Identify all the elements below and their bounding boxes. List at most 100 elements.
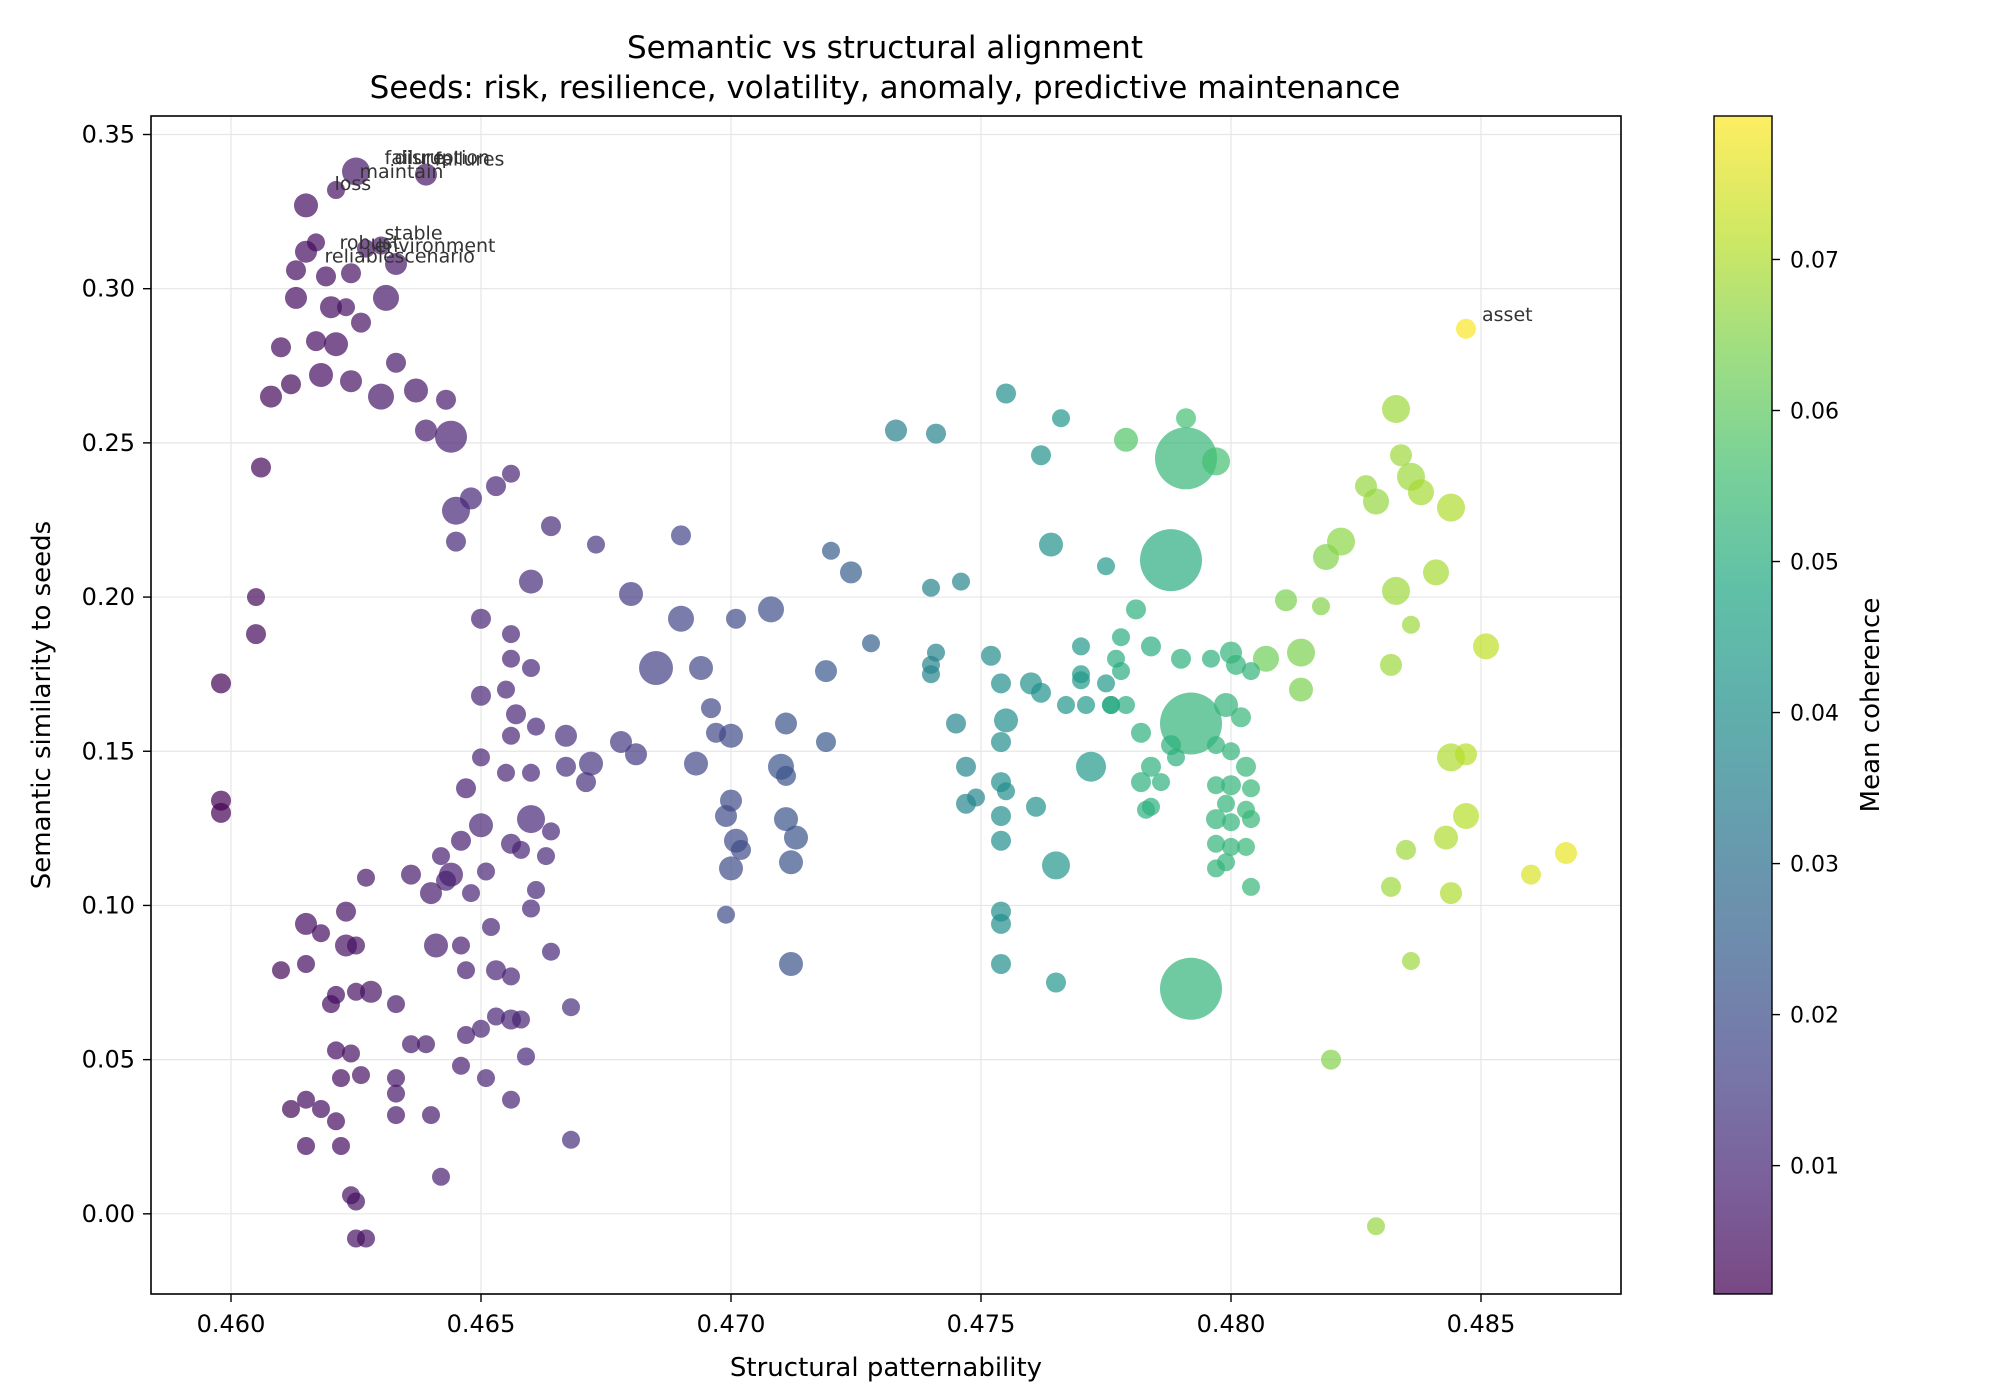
scatter-point xyxy=(436,389,456,410)
scatter-point xyxy=(477,1069,495,1088)
y-tick-label: 0.10 xyxy=(82,891,135,919)
scatter-point xyxy=(452,936,470,955)
scatter-point xyxy=(1152,773,1170,792)
colorbar: 0.01 0.02 0.03 0.04 0.05 0.06 0.07 Mean cohere… xyxy=(1713,115,1886,1295)
scatter-point xyxy=(512,1010,530,1029)
scatter-point xyxy=(1137,800,1155,819)
y-axis-label: Semantic similarity to seeds xyxy=(27,521,57,889)
scatter-point xyxy=(1097,557,1115,576)
scatter-point xyxy=(1214,693,1238,717)
scatter-point xyxy=(715,805,737,827)
chart-title: Semantic vs structural alignment xyxy=(627,30,1143,66)
scatter-point xyxy=(1131,722,1151,743)
scatter-point xyxy=(668,605,694,632)
scatter-point xyxy=(477,862,495,881)
scatter-point xyxy=(456,778,476,799)
scatter-point xyxy=(1434,825,1458,850)
scatter-point xyxy=(332,1137,350,1155)
scatter-point xyxy=(360,980,382,1003)
scatter-point xyxy=(922,578,940,597)
scatter-point xyxy=(337,298,355,317)
point-annotation: disruption xyxy=(395,147,491,169)
scatter-point xyxy=(719,856,743,881)
colorbar-tick-label: 0.04 xyxy=(1790,702,1839,727)
scatter-point xyxy=(471,685,491,706)
scatter-point xyxy=(1222,837,1240,856)
y-tick-label: 0.25 xyxy=(82,429,135,457)
scatter-point xyxy=(472,1019,490,1038)
scatter-point xyxy=(1076,751,1106,782)
scatter-point xyxy=(946,713,966,734)
point-annotation: loss xyxy=(335,173,372,195)
scatter-point xyxy=(387,995,405,1014)
scatter-point xyxy=(1202,649,1220,668)
scatter-point xyxy=(1226,654,1246,675)
scatter-point xyxy=(502,625,520,644)
scatter-point xyxy=(1473,633,1499,660)
scatter-point xyxy=(372,236,390,255)
scatter-point xyxy=(1207,859,1225,878)
scatter-point xyxy=(1289,677,1313,702)
y-tick-label: 0.35 xyxy=(82,121,135,149)
scatter-point xyxy=(541,516,561,537)
point-annotation: stable xyxy=(385,223,443,245)
scatter-point xyxy=(527,717,545,736)
scatter-point xyxy=(1207,736,1225,755)
scatter-point xyxy=(517,1047,535,1066)
scatter-point xyxy=(517,805,545,834)
y-tick-label: 0.05 xyxy=(82,1046,135,1074)
scatter-point xyxy=(272,961,290,980)
scatter-point xyxy=(519,569,543,594)
scatter-point xyxy=(309,363,333,387)
scatter-point xyxy=(247,588,265,607)
scatter-point xyxy=(502,1090,520,1109)
y-tick-label: 0.30 xyxy=(82,275,135,303)
scatter-point xyxy=(482,918,500,936)
scatter-point xyxy=(701,698,721,719)
y-axis: 0.00 0.05 0.10 0.15 0.20 0.25 0.30 0.35 xyxy=(82,121,151,1228)
point-annotation: failure xyxy=(385,147,445,169)
scatter-point xyxy=(312,924,330,943)
x-axis-label: Structural patternability xyxy=(730,1353,1042,1383)
scatter-point xyxy=(822,541,840,560)
scatter-point xyxy=(404,378,428,403)
scatter-point xyxy=(1555,842,1577,864)
scatter-point xyxy=(610,731,632,753)
colorbar-frame xyxy=(1713,115,1773,1295)
scatter-point xyxy=(341,263,361,284)
scatter-point xyxy=(295,912,317,935)
scatter-point xyxy=(1031,445,1051,466)
scatter-point xyxy=(1052,409,1070,428)
scatter-point xyxy=(357,1229,375,1248)
scatter-point xyxy=(387,1069,405,1088)
colorbar-tick-label: 0.06 xyxy=(1790,400,1839,425)
scatter-point xyxy=(537,847,555,866)
x-tick-label: 0.460 xyxy=(197,1310,266,1338)
scatter-point xyxy=(1039,532,1063,557)
scatter-point xyxy=(357,239,375,258)
scatter-point xyxy=(1402,615,1420,634)
data-points xyxy=(211,157,1577,1248)
scatter-point xyxy=(922,665,940,684)
scatter-point xyxy=(457,1026,475,1044)
scatter-point xyxy=(271,337,291,358)
scatter-point xyxy=(1046,972,1066,993)
scatter-point xyxy=(281,374,301,395)
scatter-point xyxy=(1380,653,1402,676)
scatter-point xyxy=(1167,748,1185,767)
scatter-point xyxy=(815,660,837,683)
x-axis: 0.460 0.465 0.470 0.475 0.480 0.485 xyxy=(197,1294,1515,1338)
scatter-point xyxy=(320,296,342,319)
scatter-point xyxy=(784,825,808,850)
scatter-point xyxy=(211,802,231,823)
scatter-point xyxy=(994,708,1018,733)
scatter-point xyxy=(1026,796,1046,817)
scatter-point xyxy=(497,763,515,782)
scatter-point xyxy=(487,1007,505,1026)
scatter-point xyxy=(1176,408,1196,429)
scatter-point xyxy=(306,331,326,352)
scatter-point xyxy=(689,656,713,680)
scatter-point xyxy=(555,724,577,747)
y-tick-label: 0.00 xyxy=(82,1200,135,1228)
scatter-point xyxy=(387,1084,405,1103)
